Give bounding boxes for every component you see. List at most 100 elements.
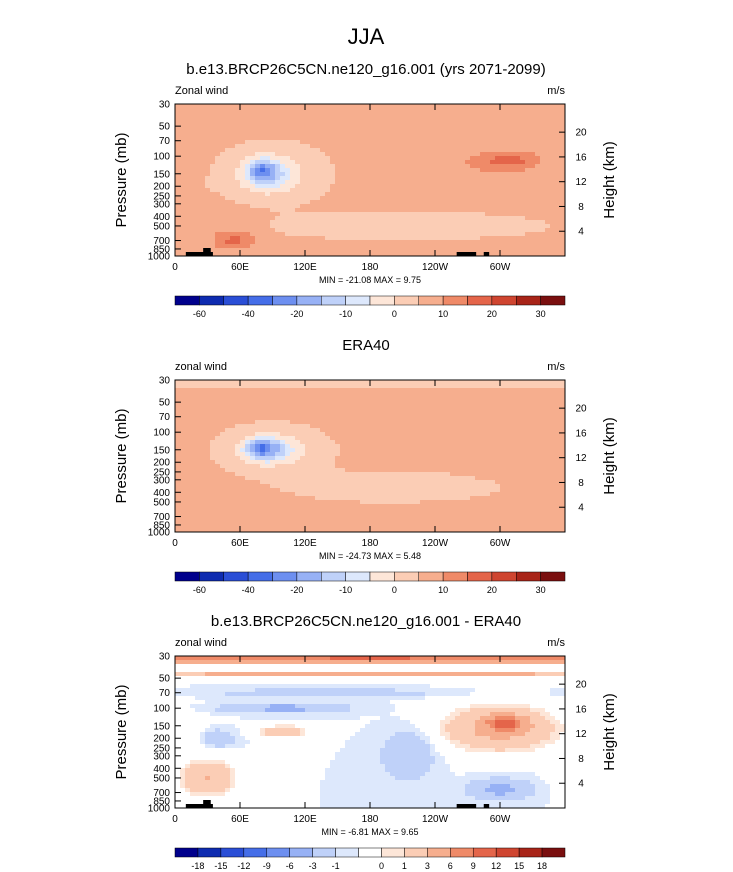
- heatmap-cell: [370, 144, 376, 149]
- heatmap-cell: [220, 136, 226, 141]
- heatmap-cell: [200, 156, 206, 161]
- heatmap-cell: [475, 224, 481, 229]
- heatmap-cell: [465, 396, 471, 401]
- heatmap-cell: [205, 132, 211, 137]
- heatmap-cell: [275, 220, 281, 225]
- heatmap-cell: [385, 188, 391, 193]
- heatmap-cell: [330, 432, 336, 437]
- heatmap-cell: [250, 448, 256, 453]
- heatmap-cell: [295, 132, 301, 137]
- heatmap-cell: [240, 436, 246, 441]
- heatmap-cell: [525, 228, 531, 233]
- heatmap-cell: [185, 224, 191, 229]
- heatmap-cell: [230, 384, 236, 389]
- heatmap-cell: [425, 128, 431, 133]
- heatmap-cell: [250, 420, 256, 425]
- heatmap-cell: [485, 452, 491, 457]
- heatmap-cell: [410, 216, 416, 221]
- heatmap-cell: [220, 432, 226, 437]
- heatmap-cell: [515, 464, 521, 469]
- heatmap-cell: [540, 132, 546, 137]
- heatmap-cell: [415, 384, 421, 389]
- heatmap-cell: [470, 244, 476, 249]
- heatmap-cell: [385, 152, 391, 157]
- heatmap-cell: [335, 244, 341, 249]
- heatmap-cell: [525, 380, 531, 385]
- heatmap-cell: [540, 104, 546, 109]
- heatmap-cell: [290, 228, 296, 233]
- heatmap-cell: [520, 136, 526, 141]
- heatmap-cell: [365, 404, 371, 409]
- heatmap-cell: [545, 220, 551, 225]
- heatmap-cell: [505, 468, 511, 473]
- heatmap-cell: [215, 196, 221, 201]
- heatmap-cell: [200, 220, 206, 225]
- heatmap-cell: [195, 148, 201, 153]
- heatmap-cell: [335, 200, 341, 205]
- heatmap-cell: [540, 144, 546, 149]
- heatmap-cell: [540, 384, 546, 389]
- heatmap-cell: [260, 136, 266, 141]
- heatmap-cell: [280, 128, 286, 133]
- heatmap-cell: [220, 468, 226, 473]
- heatmap-cell: [310, 392, 316, 397]
- heatmap-cell: [360, 204, 366, 209]
- heatmap-cell: [375, 408, 381, 413]
- heatmap-cell: [545, 388, 551, 393]
- heatmap-cell: [180, 208, 186, 213]
- heatmap-cell: [320, 428, 326, 433]
- heatmap-cell: [295, 112, 301, 117]
- heatmap-cell: [355, 160, 361, 165]
- heatmap-cell: [350, 128, 356, 133]
- heatmap-cell: [475, 248, 481, 253]
- heatmap-cell: [425, 428, 431, 433]
- heatmap-cell: [475, 416, 481, 421]
- heatmap-cell: [530, 160, 536, 165]
- heatmap-cell: [370, 396, 376, 401]
- heatmap-cell: [280, 404, 286, 409]
- heatmap-cell: [365, 252, 371, 256]
- heatmap-cell: [190, 136, 196, 141]
- heatmap-cell: [425, 192, 431, 197]
- heatmap-cell: [270, 196, 276, 201]
- heatmap-cell: [445, 172, 451, 177]
- heatmap-cell: [545, 136, 551, 141]
- heatmap-cell: [380, 412, 386, 417]
- heatmap-cell: [215, 164, 221, 169]
- heatmap-cell: [330, 184, 336, 189]
- heatmap-cell: [405, 420, 411, 425]
- heatmap-cell: [240, 184, 246, 189]
- heatmap-cell: [210, 132, 216, 137]
- heatmap-cell: [185, 180, 191, 185]
- heatmap-cell: [540, 156, 546, 161]
- heatmap-cell: [360, 252, 366, 256]
- heatmap-cell: [265, 440, 271, 445]
- heatmap-cell: [495, 248, 501, 253]
- heatmap-cell: [475, 396, 481, 401]
- heatmap-cell: [545, 396, 551, 401]
- heatmap-cell: [500, 216, 506, 221]
- heatmap-cell: [525, 396, 531, 401]
- heatmap-cell: [270, 464, 276, 469]
- heatmap-cell: [200, 204, 206, 209]
- heatmap-cell: [445, 116, 451, 121]
- heatmap-cell: [210, 148, 216, 153]
- heatmap-cell: [525, 252, 531, 256]
- heatmap-cell: [260, 408, 266, 413]
- heatmap-cell: [270, 436, 276, 441]
- heatmap-cell: [535, 252, 541, 256]
- heatmap-cell: [460, 124, 466, 129]
- heatmap-cell: [195, 416, 201, 421]
- heatmap-cell: [540, 400, 546, 405]
- heatmap-cell: [560, 232, 565, 237]
- heatmap-cell: [250, 440, 256, 445]
- heatmap-cell: [510, 444, 516, 449]
- heatmap-cell: [505, 472, 511, 477]
- heatmap-cell: [315, 404, 321, 409]
- heatmap-cell: [415, 380, 421, 385]
- heatmap-cell: [445, 420, 451, 425]
- heatmap-cell: [180, 224, 186, 229]
- heatmap-cell: [195, 456, 201, 461]
- heatmap-cell: [550, 404, 556, 409]
- heatmap-cell: [260, 472, 266, 477]
